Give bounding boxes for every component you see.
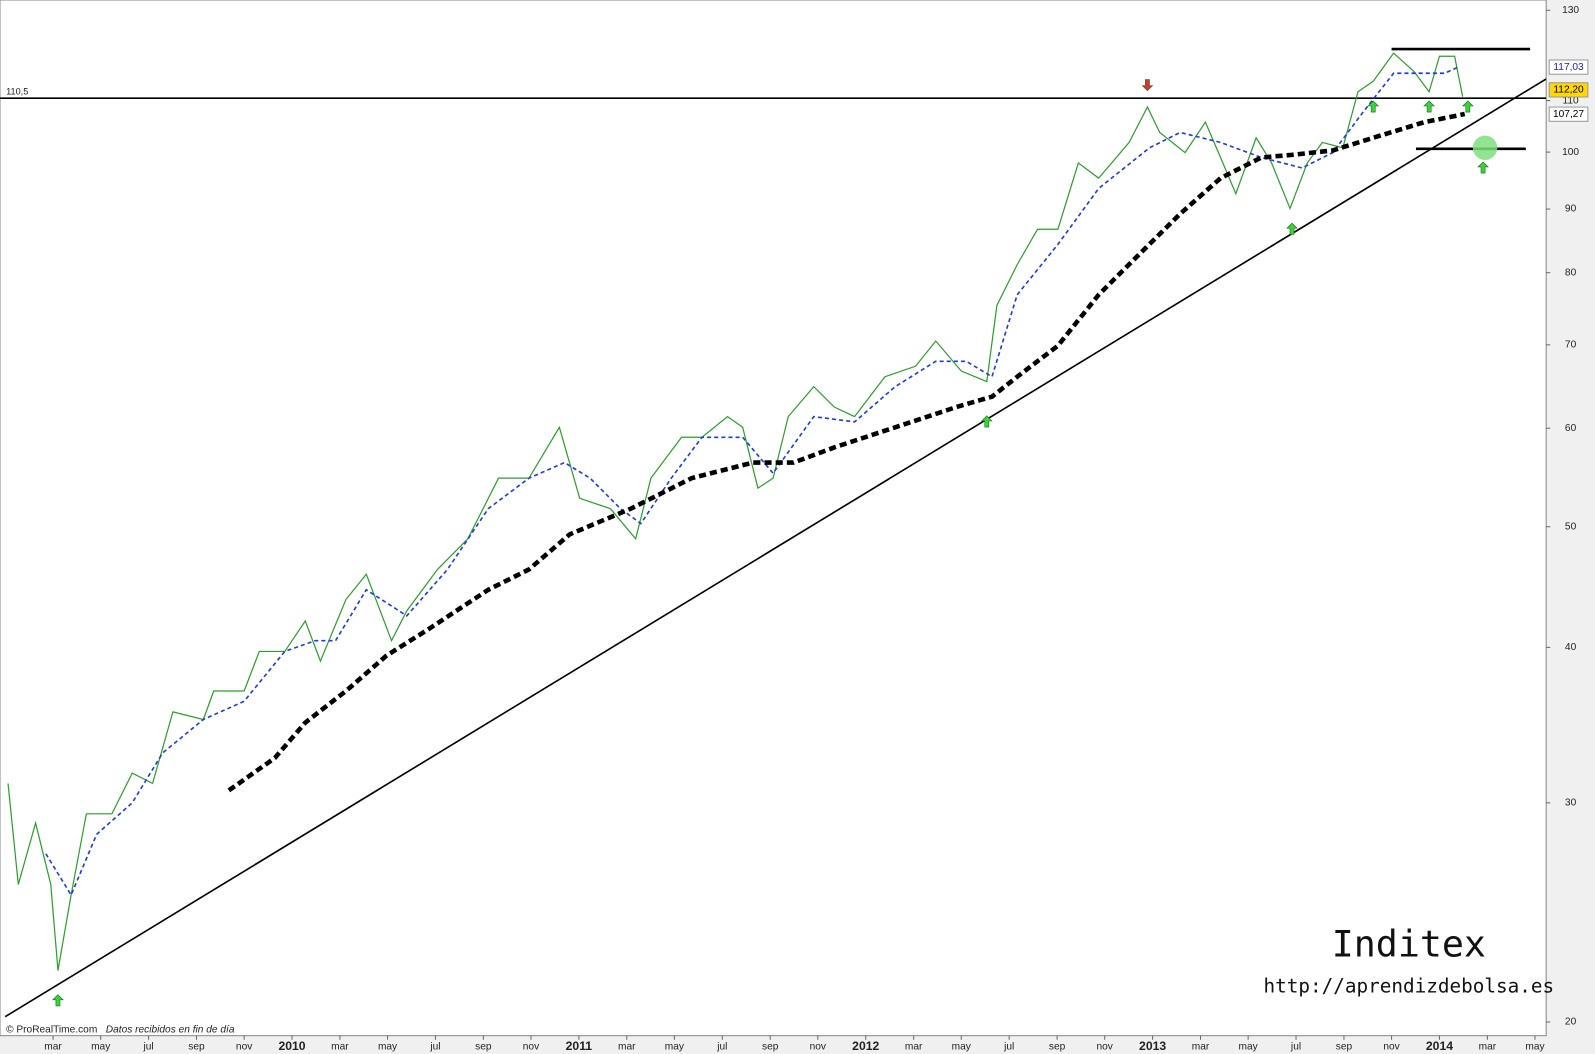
- x-tick-label: mar: [618, 1042, 636, 1053]
- watermark-url: http://aprendizdebolsa.es: [1264, 974, 1555, 997]
- x-tick-label: 2011: [566, 1039, 593, 1053]
- plot-layer: [0, 47, 1547, 1018]
- series-line: [227, 111, 1466, 793]
- x-tick-label: nov: [810, 1042, 827, 1053]
- watermark-title: Inditex: [1332, 923, 1486, 966]
- x-tick-label: 2012: [852, 1039, 879, 1053]
- arrow-marker: [1477, 161, 1489, 174]
- arrow-marker: [52, 994, 64, 1007]
- x-tick-label: jul: [143, 1042, 154, 1053]
- arrow-marker: [980, 415, 993, 428]
- x-tick-label: mar: [331, 1042, 349, 1053]
- axis-layer: 20 30 40 50 60 70 80 90 100 110 130 mar may jul sep nov…: [6, 5, 1589, 1053]
- arrow-marker: [1141, 79, 1154, 92]
- x-tick-label: 2014: [1426, 1039, 1453, 1053]
- x-tick-label: jul: [429, 1042, 440, 1053]
- x-tick-label: jul: [1290, 1042, 1301, 1053]
- price-tag-label: 107,27: [1553, 109, 1584, 120]
- y-tick-label: 40: [1565, 642, 1577, 653]
- source: © ProRealTime.com: [6, 1024, 97, 1035]
- y-tick-label: 110: [1562, 95, 1579, 106]
- y-tick-label: 70: [1565, 340, 1577, 351]
- y-tick-label: 100: [1562, 147, 1579, 158]
- price-tag: [1548, 106, 1589, 122]
- arrow-marker: [1286, 222, 1298, 235]
- y-tick-label: 30: [1565, 798, 1577, 809]
- x-tick-label: may: [1239, 1042, 1259, 1053]
- y-tick-label: 80: [1565, 267, 1577, 278]
- x-tick-label: may: [378, 1042, 398, 1053]
- x-tick-label: nov: [1383, 1042, 1400, 1053]
- y-tick-label: 20: [1565, 1017, 1577, 1028]
- x-tick-label: sep: [1336, 1042, 1353, 1053]
- price-tag-label: 112,20: [1553, 85, 1584, 96]
- x-tick-label: may: [665, 1042, 685, 1053]
- x-tick-label: 2013: [1139, 1039, 1166, 1053]
- y-tick-label: 60: [1565, 423, 1577, 434]
- arrow-marker: [1367, 100, 1380, 113]
- x-tick-label: jul: [1003, 1042, 1014, 1053]
- series-line: [7, 52, 1464, 971]
- x-tick-label: sep: [188, 1042, 205, 1053]
- y-tick-label: 90: [1565, 204, 1577, 215]
- x-tick-label: mar: [1192, 1042, 1210, 1053]
- plot-area: [0, 0, 1547, 1037]
- x-tick-label: sep: [1049, 1042, 1066, 1053]
- x-tick-label: 2010: [278, 1039, 305, 1053]
- horizontal-line-label: 110,5: [6, 86, 28, 96]
- x-tick-label: sep: [475, 1042, 492, 1053]
- y-tick-label: 50: [1565, 521, 1577, 532]
- trend-line: [4, 78, 1547, 1018]
- x-tick-label: nov: [523, 1042, 540, 1053]
- y-tick-label: 130: [1562, 5, 1579, 16]
- x-tick-label: mar: [905, 1042, 923, 1053]
- arrow-marker: [1423, 100, 1435, 113]
- highlight-circle: [1472, 135, 1498, 161]
- x-tick-label: jul: [716, 1042, 727, 1053]
- arrow-marker: [1462, 100, 1474, 113]
- price-tag: [1548, 59, 1589, 75]
- price-tag: [1548, 82, 1589, 98]
- x-tick-label: sep: [762, 1042, 779, 1053]
- x-tick-label: may: [91, 1042, 111, 1053]
- price-tag-label: 117,03: [1553, 62, 1584, 73]
- x-tick-label: may: [1525, 1042, 1545, 1053]
- x-tick-label: nov: [236, 1042, 253, 1053]
- note: Datos recibidos en fin de día: [106, 1024, 235, 1035]
- x-tick-label: nov: [1097, 1042, 1114, 1053]
- x-tick-label: mar: [1479, 1042, 1497, 1053]
- x-tick-label: mar: [44, 1042, 62, 1053]
- x-tick-label: may: [952, 1042, 972, 1053]
